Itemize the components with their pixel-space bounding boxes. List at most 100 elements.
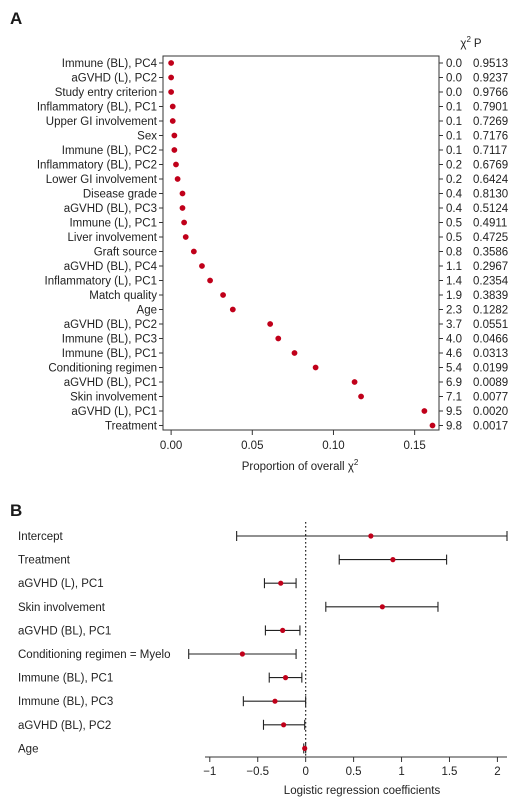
- panel-a-right-header: χ2 P: [460, 35, 482, 50]
- chi2-value-immune-l-pc1: 0.5: [446, 218, 462, 230]
- panel-a-right-values: 0.0 0.9513 0.0 0.9237 0.0 0.9766 0.1 0.7901 0.1 0…: [446, 58, 509, 433]
- interval-conditioning-regimen-myelo: [188, 649, 297, 659]
- chi2-value-agvhd-l-pc1: 9.5: [446, 406, 462, 418]
- point-agvhd-l-pc2: [168, 74, 175, 81]
- coef-label-age: Age: [18, 743, 38, 755]
- p-value-lower-gi-involvement: 0.6424: [473, 174, 509, 186]
- row-label-sex: Sex: [137, 131, 157, 143]
- x-tick-label: 0.5: [346, 766, 362, 778]
- x-tick-label: 2: [494, 766, 500, 778]
- chi2-value-inflammatory-bl-pc2: 0.2: [446, 160, 462, 172]
- interval-immune-bl-pc3: [242, 696, 307, 707]
- row-label-agvhd-bl-pc3: aGVHD (BL), PC3: [64, 203, 157, 215]
- row-label-immune-bl-pc3: Immune (BL), PC3: [62, 334, 157, 346]
- point-conditioning-regimen: [312, 364, 319, 371]
- p-value-inflammatory-bl-pc2: 0.6769: [473, 160, 508, 172]
- p-value-immune-bl-pc1: 0.0313: [473, 348, 508, 360]
- point-study-entry-criterion: [168, 89, 175, 95]
- panel-b-x-axis: −1 −0.5 0 0.5 1 1.5 2: [203, 757, 501, 778]
- point-graft-source: [190, 248, 197, 255]
- point-skin-involvement: [358, 393, 364, 400]
- p-value-agvhd-bl-pc1: 0.0089: [473, 377, 508, 389]
- chi2-value-treatment: 9.8: [446, 421, 462, 433]
- estimate-point: [379, 604, 385, 610]
- estimate-point: [302, 745, 308, 752]
- row-label-inflammatory-bl-pc1: Inflammatory (BL), PC1: [37, 102, 157, 114]
- point-lower-gi-involvement: [174, 176, 181, 182]
- panel-a-x-axis: 0.00 0.05 0.10 0.15: [160, 430, 426, 452]
- point-agvhd-l-pc1: [421, 408, 428, 414]
- interval-treatment: [338, 554, 448, 565]
- coef-label-agvhd-l-pc1: aGVHD (L), PC1: [18, 578, 104, 590]
- p-value-conditioning-regimen: 0.0199: [473, 363, 508, 375]
- p-value-immune-bl-pc3: 0.0466: [473, 334, 508, 346]
- point-agvhd-bl-pc1: [351, 379, 358, 385]
- point-age: [229, 306, 236, 313]
- chi2-value-conditioning-regimen: 5.4: [446, 363, 463, 375]
- row-label-study-entry-criterion: Study entry criterion: [55, 87, 157, 99]
- row-label-graft-source: Graft source: [94, 247, 157, 259]
- interval-agvhd-bl-pc2: [262, 719, 306, 730]
- chi2-value-agvhd-l-pc2: 0.0: [446, 73, 462, 85]
- p-value-age: 0.1282: [473, 305, 508, 317]
- point-liver-involvement: [182, 234, 189, 240]
- row-label-liver-involvement: Liver involvement: [68, 232, 158, 244]
- p-value-liver-involvement: 0.4725: [473, 232, 508, 244]
- point-treatment: [429, 422, 436, 429]
- chi2-value-age: 2.3: [446, 305, 462, 317]
- p-value-disease-grade: 0.8130: [473, 189, 508, 201]
- estimate-point: [282, 675, 289, 681]
- point-immune-bl-pc4: [168, 60, 175, 66]
- panel-b-x-label: Logistic regression coefficients: [284, 785, 441, 797]
- chi2-value-immune-bl-pc3: 4.0: [446, 334, 462, 346]
- row-label-inflammatory-l-pc1: Inflammatory (L), PC1: [45, 276, 157, 288]
- row-label-disease-grade: Disease grade: [83, 189, 157, 201]
- chi2-value-upper-gi-involvement: 0.1: [446, 116, 462, 128]
- estimate-point: [278, 580, 284, 586]
- row-label-treatment: Treatment: [105, 421, 158, 433]
- p-value-immune-bl-pc2: 0.7117: [473, 145, 507, 157]
- panel-b-intervals: [188, 531, 508, 754]
- point-sex: [171, 132, 178, 139]
- interval-agvhd-l-pc1: [263, 578, 297, 589]
- row-label-agvhd-bl-pc2: aGVHD (BL), PC2: [64, 319, 157, 331]
- x-tick-label: 1.5: [441, 766, 457, 778]
- estimate-point: [272, 698, 278, 704]
- point-match-quality: [220, 292, 226, 298]
- point-upper-gi-involvement: [169, 118, 176, 124]
- panel-b-row-labels: Intercept Treatment aGVHD (L), PC1 Skin inv…: [18, 531, 170, 755]
- chi2-value-study-entry-criterion: 0.0: [446, 87, 462, 99]
- chi2-value-immune-bl-pc2: 0.1: [446, 145, 462, 157]
- estimate-point: [390, 557, 396, 563]
- panel-a-x-label: Proportion of overall χ2: [242, 458, 359, 473]
- point-inflammatory-l-pc1: [207, 277, 213, 284]
- p-value-graft-source: 0.3586: [473, 247, 508, 259]
- chi2-value-graft-source: 0.8: [446, 247, 462, 259]
- coef-label-immune-bl-pc3: Immune (BL), PC3: [18, 696, 113, 708]
- point-immune-bl-pc1: [291, 350, 298, 356]
- coef-label-intercept: Intercept: [18, 531, 64, 543]
- chi2-value-match-quality: 1.9: [446, 290, 462, 302]
- chi2-value-skin-involvement: 7.1: [446, 392, 462, 404]
- p-value-agvhd-l-pc1: 0.0020: [473, 406, 508, 418]
- coef-label-treatment: Treatment: [18, 555, 71, 567]
- x-tick-label: 1: [398, 766, 404, 778]
- chi2-value-agvhd-bl-pc4: 1.1: [446, 261, 462, 273]
- point-agvhd-bl-pc3: [179, 205, 186, 211]
- estimate-point: [281, 722, 287, 728]
- chi2-value-inflammatory-l-pc1: 1.4: [446, 276, 463, 288]
- estimate-point: [368, 533, 374, 539]
- chi2-value-liver-involvement: 0.5: [446, 232, 462, 244]
- chi2-value-immune-bl-pc1: 4.6: [446, 348, 462, 360]
- chi2-value-agvhd-bl-pc2: 3.7: [446, 319, 462, 331]
- point-inflammatory-bl-pc2: [173, 161, 179, 168]
- row-label-agvhd-l-pc1: aGVHD (L), PC1: [71, 406, 157, 418]
- panel-b: B Intercept Treatment aGVHD (L), PC1 Skin i…: [10, 501, 508, 797]
- row-label-upper-gi-involvement: Upper GI involvement: [46, 116, 158, 128]
- coef-label-conditioning-regimen-myelo: Conditioning regimen = Myelo: [18, 649, 170, 661]
- interval-age: [302, 743, 308, 754]
- point-immune-l-pc1: [181, 219, 188, 226]
- x-tick-label: 0.05: [241, 440, 263, 452]
- chi2-value-disease-grade: 0.4: [446, 189, 463, 201]
